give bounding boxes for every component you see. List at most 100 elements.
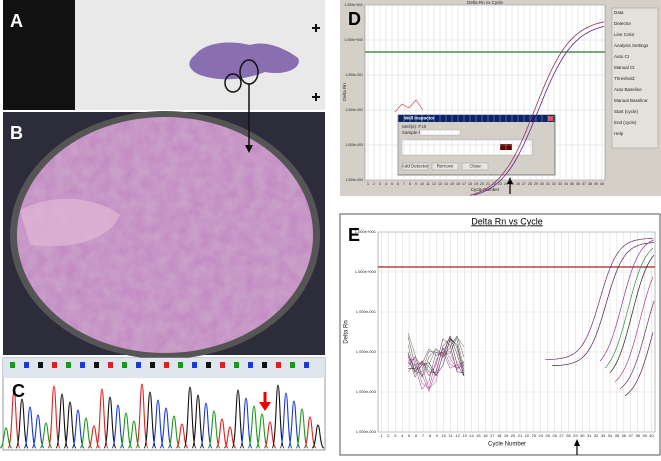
x-tick-label: 18: [468, 182, 472, 186]
setting-label: Data: [614, 10, 624, 15]
x-tick-label: 7: [422, 433, 425, 438]
x-tick-label: 14: [444, 182, 448, 186]
x-tick-label: 3: [379, 182, 381, 186]
amplification-curve: [551, 242, 655, 367]
arrow-head: [507, 177, 513, 184]
x-tick-label: 16: [483, 433, 488, 438]
peak: [143, 391, 157, 449]
x-tick-label: 10: [442, 433, 447, 438]
peak: [271, 384, 285, 449]
x-tick-label: 25: [510, 182, 514, 186]
noise-curve: [394, 99, 424, 113]
x-tick-label: 20: [511, 433, 516, 438]
setting-label: Help: [614, 131, 624, 136]
setting-label: Auto Ct: [614, 54, 630, 59]
base-call: [220, 362, 225, 368]
y-tick-label: 1.000e-004: [356, 429, 377, 434]
amplification-curve: [599, 239, 655, 362]
peak: [303, 416, 317, 449]
setting-label: End (cycle): [614, 120, 637, 125]
noise-curve: [407, 335, 465, 377]
y-tick-label: 1.000e+001: [355, 229, 377, 234]
x-tick-label: 29: [573, 433, 578, 438]
x-tick-label: 11: [449, 433, 454, 438]
peak: [79, 417, 93, 449]
x-tick-label: 1: [380, 433, 383, 438]
base-call: [108, 362, 113, 368]
panel-c: C: [0, 357, 326, 451]
noise-curve: [407, 347, 465, 389]
peak: [287, 400, 301, 449]
x-tick-label: 34: [564, 182, 568, 186]
button-label: Add Detector: [402, 164, 429, 169]
x-tick-label: 38: [588, 182, 592, 186]
x-tick-label: 31: [546, 182, 550, 186]
base-call: [262, 362, 267, 368]
peak: [15, 398, 29, 449]
x-tick-label: 33: [558, 182, 562, 186]
peak: [215, 418, 229, 449]
plot-title: Delta Rn vs Cycle: [471, 216, 543, 226]
base-call: [164, 362, 169, 368]
x-tick-label: 10: [420, 182, 424, 186]
x-tick-label: 39: [594, 182, 598, 186]
close-button[interactable]: [548, 116, 553, 121]
x-tick-label: 27: [559, 433, 564, 438]
panel-label: D: [348, 9, 361, 29]
dialog-titlebar: [398, 115, 555, 122]
setting-label: Line Color: [614, 32, 635, 37]
x-tick-label: 31: [587, 433, 592, 438]
base-call: [10, 362, 15, 368]
base-call: [52, 362, 57, 368]
y-tick-label: 1.000e-004: [345, 178, 363, 182]
x-tick-label: 37: [629, 433, 634, 438]
x-tick-label: 30: [540, 182, 544, 186]
base-call: [80, 362, 85, 368]
peak: [231, 389, 245, 449]
x-tick-label: 26: [552, 433, 557, 438]
base-call: [276, 362, 281, 368]
dialog-field: Well(s): F10: [402, 124, 427, 129]
x-tick-label: 32: [552, 182, 556, 186]
setting-label: Detector: [614, 21, 632, 26]
peak: [63, 401, 77, 449]
peak: [103, 396, 117, 449]
stroma: [20, 198, 120, 247]
peak: [295, 408, 309, 449]
base-call: [38, 362, 43, 368]
x-tick-label: 9: [436, 433, 439, 438]
amplification-curve: [604, 247, 654, 369]
x-tick-label: 21: [518, 433, 523, 438]
x-tick-label: 34: [608, 433, 613, 438]
x-tick-label: 35: [615, 433, 620, 438]
peak: [7, 390, 21, 449]
x-tick-label: 32: [594, 433, 599, 438]
peak: [255, 413, 269, 449]
arrow-head: [245, 145, 253, 153]
x-tick-label: 24: [539, 433, 544, 438]
base-call: [122, 362, 127, 368]
x-tick-label: 13: [462, 433, 467, 438]
x-tick-label: 11: [426, 182, 430, 186]
peak: [207, 410, 221, 449]
x-tick-label: 9: [415, 182, 417, 186]
x-tick-label: 27: [522, 182, 526, 186]
x-tick-label: 15: [476, 433, 481, 438]
x-tick-label: 35: [570, 182, 574, 186]
y-tick-label: 1.000e-001: [356, 309, 377, 314]
peak: [151, 399, 165, 449]
peak: [55, 393, 69, 449]
x-tick-label: 13: [438, 182, 442, 186]
tissue: [189, 42, 299, 80]
setting-label: Analysis Settings: [614, 43, 649, 48]
y-tick-label: 1.000e+000: [355, 269, 377, 274]
peak: [247, 405, 261, 449]
x-tick-label: 8: [429, 433, 432, 438]
panel-label: B: [10, 123, 23, 143]
detector-table: [401, 139, 533, 156]
x-tick-label: 2: [373, 182, 375, 186]
x-tick-label: 26: [516, 182, 520, 186]
peak: [279, 392, 293, 449]
dialog-field: Sample Name:: [402, 130, 432, 135]
peak: [135, 383, 149, 449]
